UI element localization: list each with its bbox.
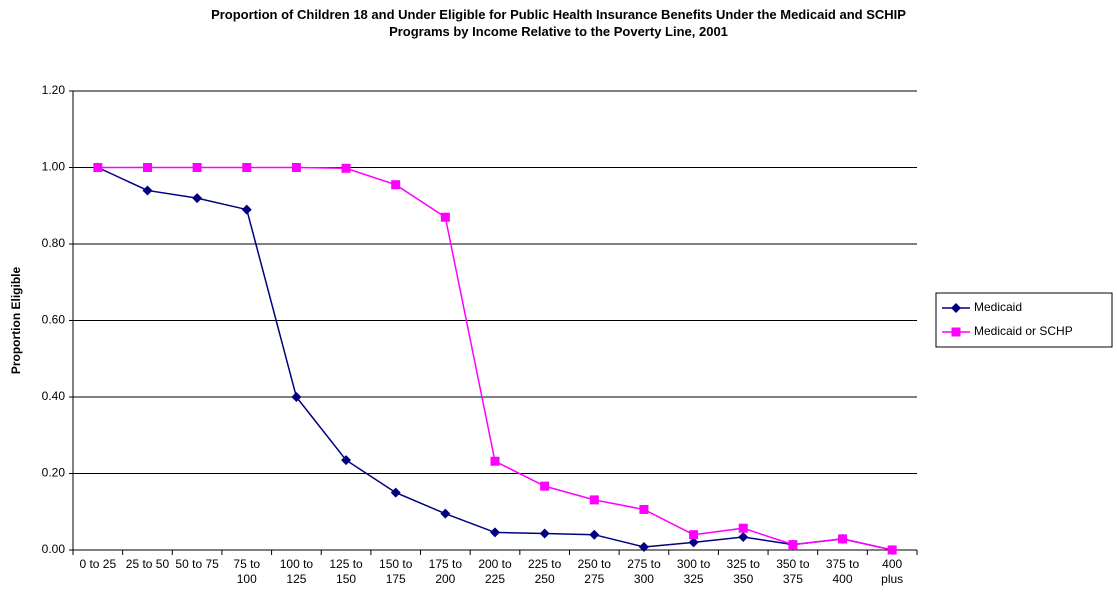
x-tick-label: 75 to 100: [233, 557, 261, 586]
marker: [738, 523, 748, 533]
marker: [689, 530, 699, 540]
marker: [440, 212, 450, 222]
x-tick-label: 175 to 200: [428, 557, 463, 586]
marker: [192, 193, 203, 204]
marker: [887, 545, 897, 555]
marker: [291, 163, 301, 172]
y-tick-label: 0.60: [42, 313, 66, 327]
x-tick-label: 225 to 250: [527, 557, 562, 586]
marker: [639, 504, 649, 514]
x-tick-label: 25 to 50: [125, 557, 170, 571]
marker: [341, 455, 352, 466]
chart-title: Proportion of Children 18 and Under Elig…: [211, 7, 906, 39]
marker: [242, 163, 252, 172]
marker: [788, 540, 798, 550]
legend-box: [935, 292, 1113, 348]
x-tick-label: 400 plus: [881, 557, 904, 586]
x-tick-label: 250 to 275: [577, 557, 611, 586]
chart-title-box: Proportion of Children 18 and Under Elig…: [0, 6, 1117, 40]
x-tick-label: 375 to 400: [825, 557, 860, 586]
x-tick-label: 100 to 125: [279, 557, 314, 586]
legend-label: Medicaid: [974, 300, 1022, 314]
marker: [951, 327, 961, 337]
marker: [341, 163, 351, 173]
marker: [390, 487, 401, 498]
x-tick-label: 350 to 375: [776, 557, 810, 586]
marker: [291, 392, 302, 402]
marker: [142, 185, 153, 196]
marker: [192, 163, 202, 172]
marker: [490, 527, 500, 538]
marker: [142, 163, 152, 172]
y-tick-label: 1.00: [42, 160, 66, 174]
marker: [638, 541, 649, 552]
marker: [951, 303, 961, 313]
marker: [539, 528, 550, 539]
y-tick-label: 1.20: [42, 83, 66, 97]
series-line: [97, 166, 893, 551]
legend-label: Medicaid or SCHP: [974, 324, 1073, 338]
series-line: [97, 166, 893, 551]
marker: [93, 163, 103, 172]
marker: [241, 204, 252, 215]
marker: [440, 508, 451, 519]
y-axis-title: Proportion Eligible: [9, 267, 23, 375]
x-tick-label: 200 to 225: [478, 557, 512, 586]
marker: [589, 495, 599, 505]
x-tick-label: 300 to 325: [676, 557, 711, 586]
y-tick-label: 0.00: [42, 542, 66, 556]
marker: [838, 534, 848, 544]
x-tick-label: 125 to 150: [329, 557, 363, 586]
x-tick-label: 50 to 75: [175, 557, 219, 571]
marker: [540, 481, 550, 491]
y-tick-label: 0.40: [42, 389, 66, 403]
x-tick-label: 275 to 300: [627, 557, 661, 586]
y-tick-label: 0.80: [42, 236, 66, 250]
marker: [391, 180, 401, 190]
marker: [688, 537, 699, 548]
y-tick-label: 0.20: [42, 466, 66, 480]
marker: [490, 456, 500, 466]
x-tick-label: 150 to 175: [379, 557, 413, 586]
marker: [589, 529, 600, 540]
marker: [738, 531, 749, 542]
x-tick-label: 0 to 25: [79, 557, 117, 571]
x-tick-label: 325 to 350: [726, 557, 760, 586]
